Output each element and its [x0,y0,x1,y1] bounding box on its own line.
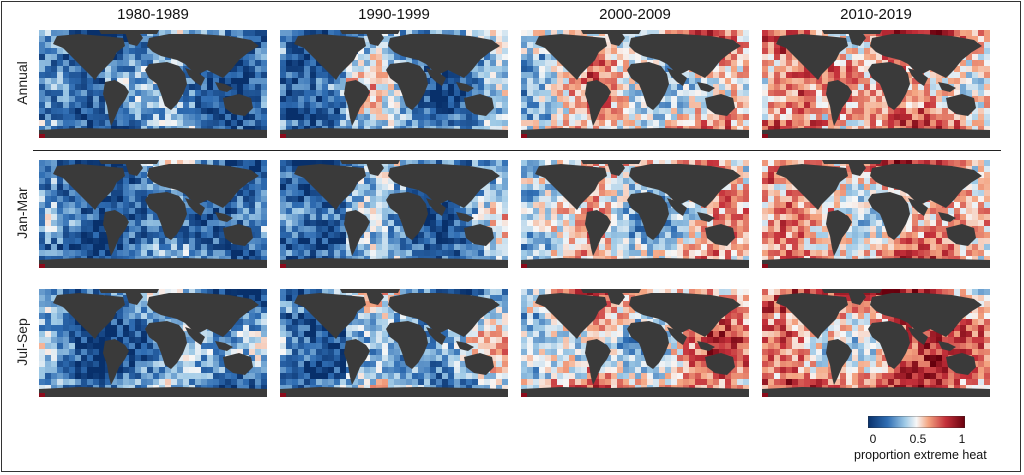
map-jul-sep-1990-1999 [280,289,508,397]
map-jul-sep-2000-2009 [521,289,749,397]
colorbar-label: proportion extreme heat [854,448,987,462]
map-annual-2010-2019 [762,30,990,138]
land-mask [280,289,508,397]
land-mask [521,160,749,268]
land-mask [280,160,508,268]
colorbar-tick-0-5: 0.5 [909,432,927,446]
land-mask [39,289,267,397]
map-annual-1980-1989 [39,30,267,138]
column-label-1990-1999: 1990-1999 [358,6,430,23]
land-mask [39,160,267,268]
column-label-2010-2019: 2010-2019 [840,6,912,23]
land-mask [280,30,508,138]
colorbar-tick-1: 1 [958,432,966,446]
land-mask [521,30,749,138]
land-mask [521,289,749,397]
map-annual-1990-1999 [280,30,508,138]
colorbar-tick-0: 0 [869,432,877,446]
row-label-annual: Annual [14,61,30,105]
map-jul-sep-1980-1989 [39,289,267,397]
map-jan-mar-2000-2009 [521,160,749,268]
land-mask [762,30,990,138]
colorbar [868,416,965,428]
column-label-2000-2009: 2000-2009 [599,6,671,23]
land-mask [762,289,990,397]
land-mask [762,160,990,268]
column-label-1980-1989: 1980-1989 [117,6,189,23]
map-jan-mar-1980-1989 [39,160,267,268]
row-label-jul-sep: Jul-Sep [14,318,30,366]
land-mask [39,30,267,138]
map-jan-mar-2010-2019 [762,160,990,268]
map-jul-sep-2010-2019 [762,289,990,397]
map-annual-2000-2009 [521,30,749,138]
row-label-jan-mar: Jan-Mar [14,187,30,239]
map-jan-mar-1990-1999 [280,160,508,268]
section-divider [33,150,1001,151]
